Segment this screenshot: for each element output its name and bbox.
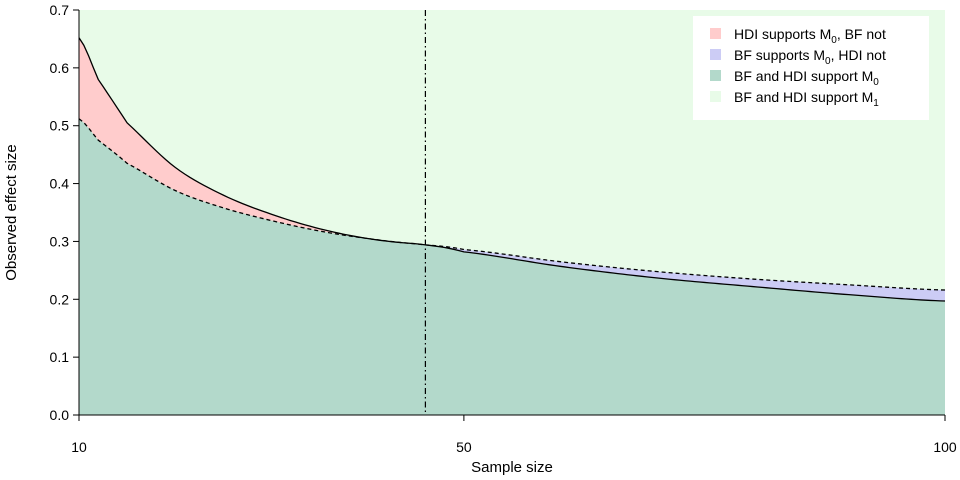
x-axis-title: Sample size [471, 459, 553, 476]
legend-label: HDI supports M0, BF not [734, 26, 886, 46]
legend-swatch [710, 49, 721, 60]
y-tick-label: 0.7 [50, 2, 70, 18]
legend-box [693, 16, 929, 120]
legend-label: BF and HDI support M0 [734, 68, 879, 88]
legend-label: BF and HDI support M1 [734, 89, 879, 109]
y-axis-title: Observed effect size [3, 144, 20, 280]
legend-swatch [710, 28, 721, 39]
x-tick-label: 50 [456, 439, 472, 455]
plot-lines-layer [78, 10, 946, 415]
legend-label: BF supports M0, HDI not [734, 47, 886, 67]
y-tick-label: 0.4 [50, 176, 70, 192]
legend-swatch [710, 91, 721, 102]
region-both-m0 [79, 118, 945, 416]
y-tick-label: 0.0 [50, 407, 70, 423]
axes: 0.0 0.1 0.2 0.3 0.4 0.5 0.6 0.7 10 50 100 [50, 2, 957, 455]
y-tick-label: 0.2 [50, 291, 70, 307]
y-tick-label: 0.3 [50, 233, 70, 249]
y-tick-label: 0.1 [50, 349, 70, 365]
y-tick-label: 0.6 [50, 60, 70, 76]
series-hdi-line [78, 37, 946, 302]
series-bf-line [78, 118, 946, 291]
legend-swatch [710, 70, 721, 81]
x-tick-label: 10 [71, 439, 87, 455]
x-tick-label: 100 [933, 439, 957, 455]
y-tick-label: 0.5 [50, 118, 70, 134]
